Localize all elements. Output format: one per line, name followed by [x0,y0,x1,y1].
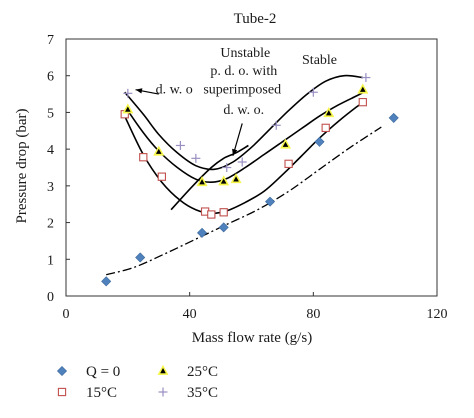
data-point-series-3 [230,173,242,184]
y-axis-label: Pressure drop (bar) [14,109,30,224]
data-point-series-2 [219,208,228,217]
plot-frame [65,38,438,297]
data-point-series-3 [357,83,369,94]
data-point-series-4 [123,88,133,98]
trend-curve-dashdot [106,126,382,276]
triangle-inner [325,110,332,116]
y-tick-label: 4 [47,143,54,158]
annotation-text: d. w. o [156,83,193,98]
triangle-inner [360,86,366,92]
legend-item: 25°C [157,364,218,380]
legend: Q = 0 15°C 25°C 35°C [56,364,218,401]
data-point-series-4 [237,157,247,167]
y-tick-label: 0 [47,290,54,305]
legend-label: 35°C [187,385,218,401]
triangle-inner [155,148,162,154]
data-point-series-4 [222,163,232,172]
annotation-text: p. d. o. with [210,64,277,79]
data-point-series-1 [388,112,399,123]
annotation-arrow-head [232,148,238,156]
legend-label: Q = 0 [86,364,120,380]
data-point-series-3 [280,138,292,149]
data-point-series-4 [175,140,185,150]
annotation-text: Stable [302,53,337,68]
triangle-inner [220,178,227,184]
annotation-text: Unstable [220,46,270,61]
legend-marker [56,365,68,377]
data-point-series-3 [122,103,134,114]
data-point-series-1 [314,136,325,147]
legend-marker [57,387,67,397]
data-point-series-1 [218,222,229,233]
legend-item: 15°C [57,385,117,401]
y-tick-label: 3 [47,180,54,195]
data-point-series-3 [218,175,230,186]
annotation-arrow-head [135,88,143,94]
plot-area: 0 40 80 120 0 1 2 3 4 5 6 7 Unstable p. d. o. with sup… [47,33,448,322]
x-tick-label: 0 [63,307,70,322]
triangle-inner [160,368,166,374]
y-tick-label: 1 [47,253,54,268]
y-tick-label: 2 [47,217,54,232]
data-point-series-2 [321,123,330,132]
data-point-series-1 [101,276,112,287]
x-tick-label: 80 [306,307,320,322]
fit-curve-2 [127,90,367,184]
data-point-series-3 [323,107,335,118]
annotation-text: superimposed [203,83,281,98]
y-tick-label: 6 [47,70,54,85]
legend-marker [157,364,169,375]
triangle-inner [199,179,205,185]
legend-label: 25°C [187,364,218,380]
data-point-series-3 [196,176,208,187]
x-axis-label: Mass flow rate (g/s) [192,330,312,346]
data-point-series-4 [191,153,201,163]
x-tick-label: 120 [427,307,448,322]
chart-title: Tube-2 [234,11,277,27]
data-point-series-2 [207,210,216,219]
fit-curve-1 [124,74,363,171]
data-point-series-4 [308,87,318,97]
legend-item: 35°C [158,385,218,401]
triangle-inner [282,141,289,147]
data-point-series-3 [153,145,165,156]
annotation-text: d. w. o. [223,103,264,118]
legend-item: Q = 0 [56,364,120,380]
data-point-series-1 [135,252,146,263]
x-tick-label: 40 [183,307,197,322]
data-point-series-1 [197,227,208,238]
fit-curve-3 [123,100,367,215]
triangle-inner [233,176,239,182]
data-point-series-1 [265,196,276,207]
data-point-series-2 [139,153,148,162]
data-point-series-2 [358,97,367,107]
data-point-series-2 [284,159,293,168]
triangle-inner [125,106,131,112]
data-point-series-4 [361,73,371,83]
data-point-series-2 [157,172,166,181]
legend-label: 15°C [86,385,117,401]
data-point-series-4 [271,120,281,130]
legend-marker [158,387,168,397]
y-tick-label: 7 [47,33,54,48]
fit-curve-5 [170,144,249,211]
y-tick-label: 5 [47,106,54,121]
